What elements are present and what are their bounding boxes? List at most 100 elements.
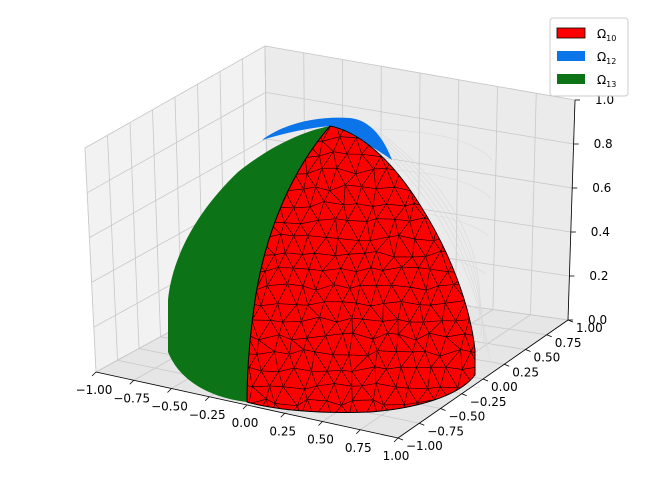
mesh-edge (278, 267, 294, 269)
mesh-edge (258, 334, 280, 341)
legend-swatch (557, 74, 585, 84)
x-tick (91, 371, 97, 377)
mesh-edge (336, 168, 346, 186)
mesh-edge (309, 186, 316, 207)
y-tick-label: 0.00 (491, 380, 518, 394)
mesh-edge (430, 355, 441, 368)
mesh-edge (372, 332, 388, 340)
x-tick (129, 379, 135, 385)
mesh-edge (305, 157, 308, 174)
x-tick (318, 421, 323, 426)
mesh-edge (388, 236, 395, 258)
mesh-edge (323, 201, 336, 219)
mesh-edge (293, 223, 301, 237)
mesh-edge (445, 284, 454, 304)
mesh-edge (333, 126, 341, 137)
mesh-edge (386, 187, 395, 205)
mesh-edge (333, 370, 342, 384)
mesh-edge (360, 284, 377, 287)
mesh-edge (342, 317, 353, 334)
mesh-edge (282, 321, 292, 340)
mesh-edge (372, 321, 384, 340)
mesh-edge (341, 386, 353, 406)
mesh-edge (366, 206, 374, 222)
mesh-edge (323, 284, 335, 302)
mesh-edge (351, 318, 353, 334)
mesh-edge (419, 304, 424, 323)
mesh-edge (332, 354, 342, 371)
mesh-edge (369, 218, 377, 241)
mesh-edge (344, 184, 357, 204)
mesh-edge (383, 285, 392, 304)
mesh-edge (326, 354, 334, 372)
mesh-edge (267, 283, 288, 286)
mesh-edge (348, 400, 353, 413)
mesh-edge (287, 283, 297, 305)
mesh-edge (410, 287, 421, 305)
mesh-edge (316, 385, 328, 402)
mesh-edge (348, 252, 365, 255)
mesh-edge (311, 371, 318, 387)
mesh-edge (269, 385, 284, 388)
mesh-edge (306, 173, 316, 188)
mesh-edge (323, 190, 330, 202)
mesh-edge (351, 355, 368, 372)
mesh-edge (394, 205, 406, 220)
mesh-edge (251, 305, 262, 321)
mesh-edge (314, 351, 328, 372)
mesh-edge (401, 256, 413, 268)
mesh-edge (325, 335, 334, 355)
y-tick (397, 437, 404, 441)
mesh-edge (306, 399, 315, 413)
mesh-edge (410, 267, 419, 288)
mesh-edge (394, 218, 410, 222)
y-tick (525, 349, 531, 352)
mesh-edge (373, 168, 377, 189)
mesh-edge (409, 321, 417, 341)
mesh-edge (306, 335, 326, 339)
mesh-edge (404, 203, 414, 207)
mesh-edge (335, 238, 339, 256)
mesh-edge (307, 301, 325, 306)
mesh-edge (349, 271, 357, 289)
mesh-edge (460, 333, 466, 350)
mesh-edge (332, 333, 344, 355)
mesh-edge (400, 366, 409, 389)
z-axis-line (567, 99, 576, 321)
mesh-edge (383, 303, 399, 320)
mesh-edge (383, 404, 397, 413)
legend: Ω10 Ω12 Ω13 (549, 17, 629, 97)
mesh-edge (386, 203, 406, 207)
mesh-edge (297, 389, 305, 407)
axis-ticks (91, 99, 580, 443)
mesh-edge (293, 367, 305, 390)
mesh-edge (367, 355, 376, 367)
surface-omega-13 (168, 126, 330, 402)
surface-omega-12 (262, 117, 392, 160)
mesh-edge (374, 366, 387, 370)
mesh-edge (370, 236, 389, 241)
mesh-edge (283, 386, 305, 390)
mesh-edge (441, 303, 446, 321)
mesh-edge (325, 321, 337, 336)
mesh-edge (393, 256, 402, 268)
mesh-edge (306, 316, 320, 339)
mesh-edge (340, 268, 357, 272)
mesh-edge (393, 235, 399, 258)
mesh-edge (291, 339, 304, 350)
mesh-edge (315, 168, 323, 188)
mesh-edge (407, 387, 418, 403)
mesh-edge (370, 305, 383, 322)
y-tick-label: 0.50 (534, 351, 561, 365)
mesh-edge (315, 284, 334, 291)
mesh-edge (282, 304, 297, 323)
mesh-edge (470, 351, 475, 357)
mesh-edge (264, 267, 279, 272)
mesh-edge (351, 302, 357, 319)
mesh-edge (274, 254, 279, 268)
mesh-edge (408, 387, 428, 389)
y-grid-line-left (129, 122, 140, 349)
mesh-edge (445, 349, 461, 368)
mesh-edge (361, 399, 374, 413)
mesh-edge (395, 366, 402, 388)
